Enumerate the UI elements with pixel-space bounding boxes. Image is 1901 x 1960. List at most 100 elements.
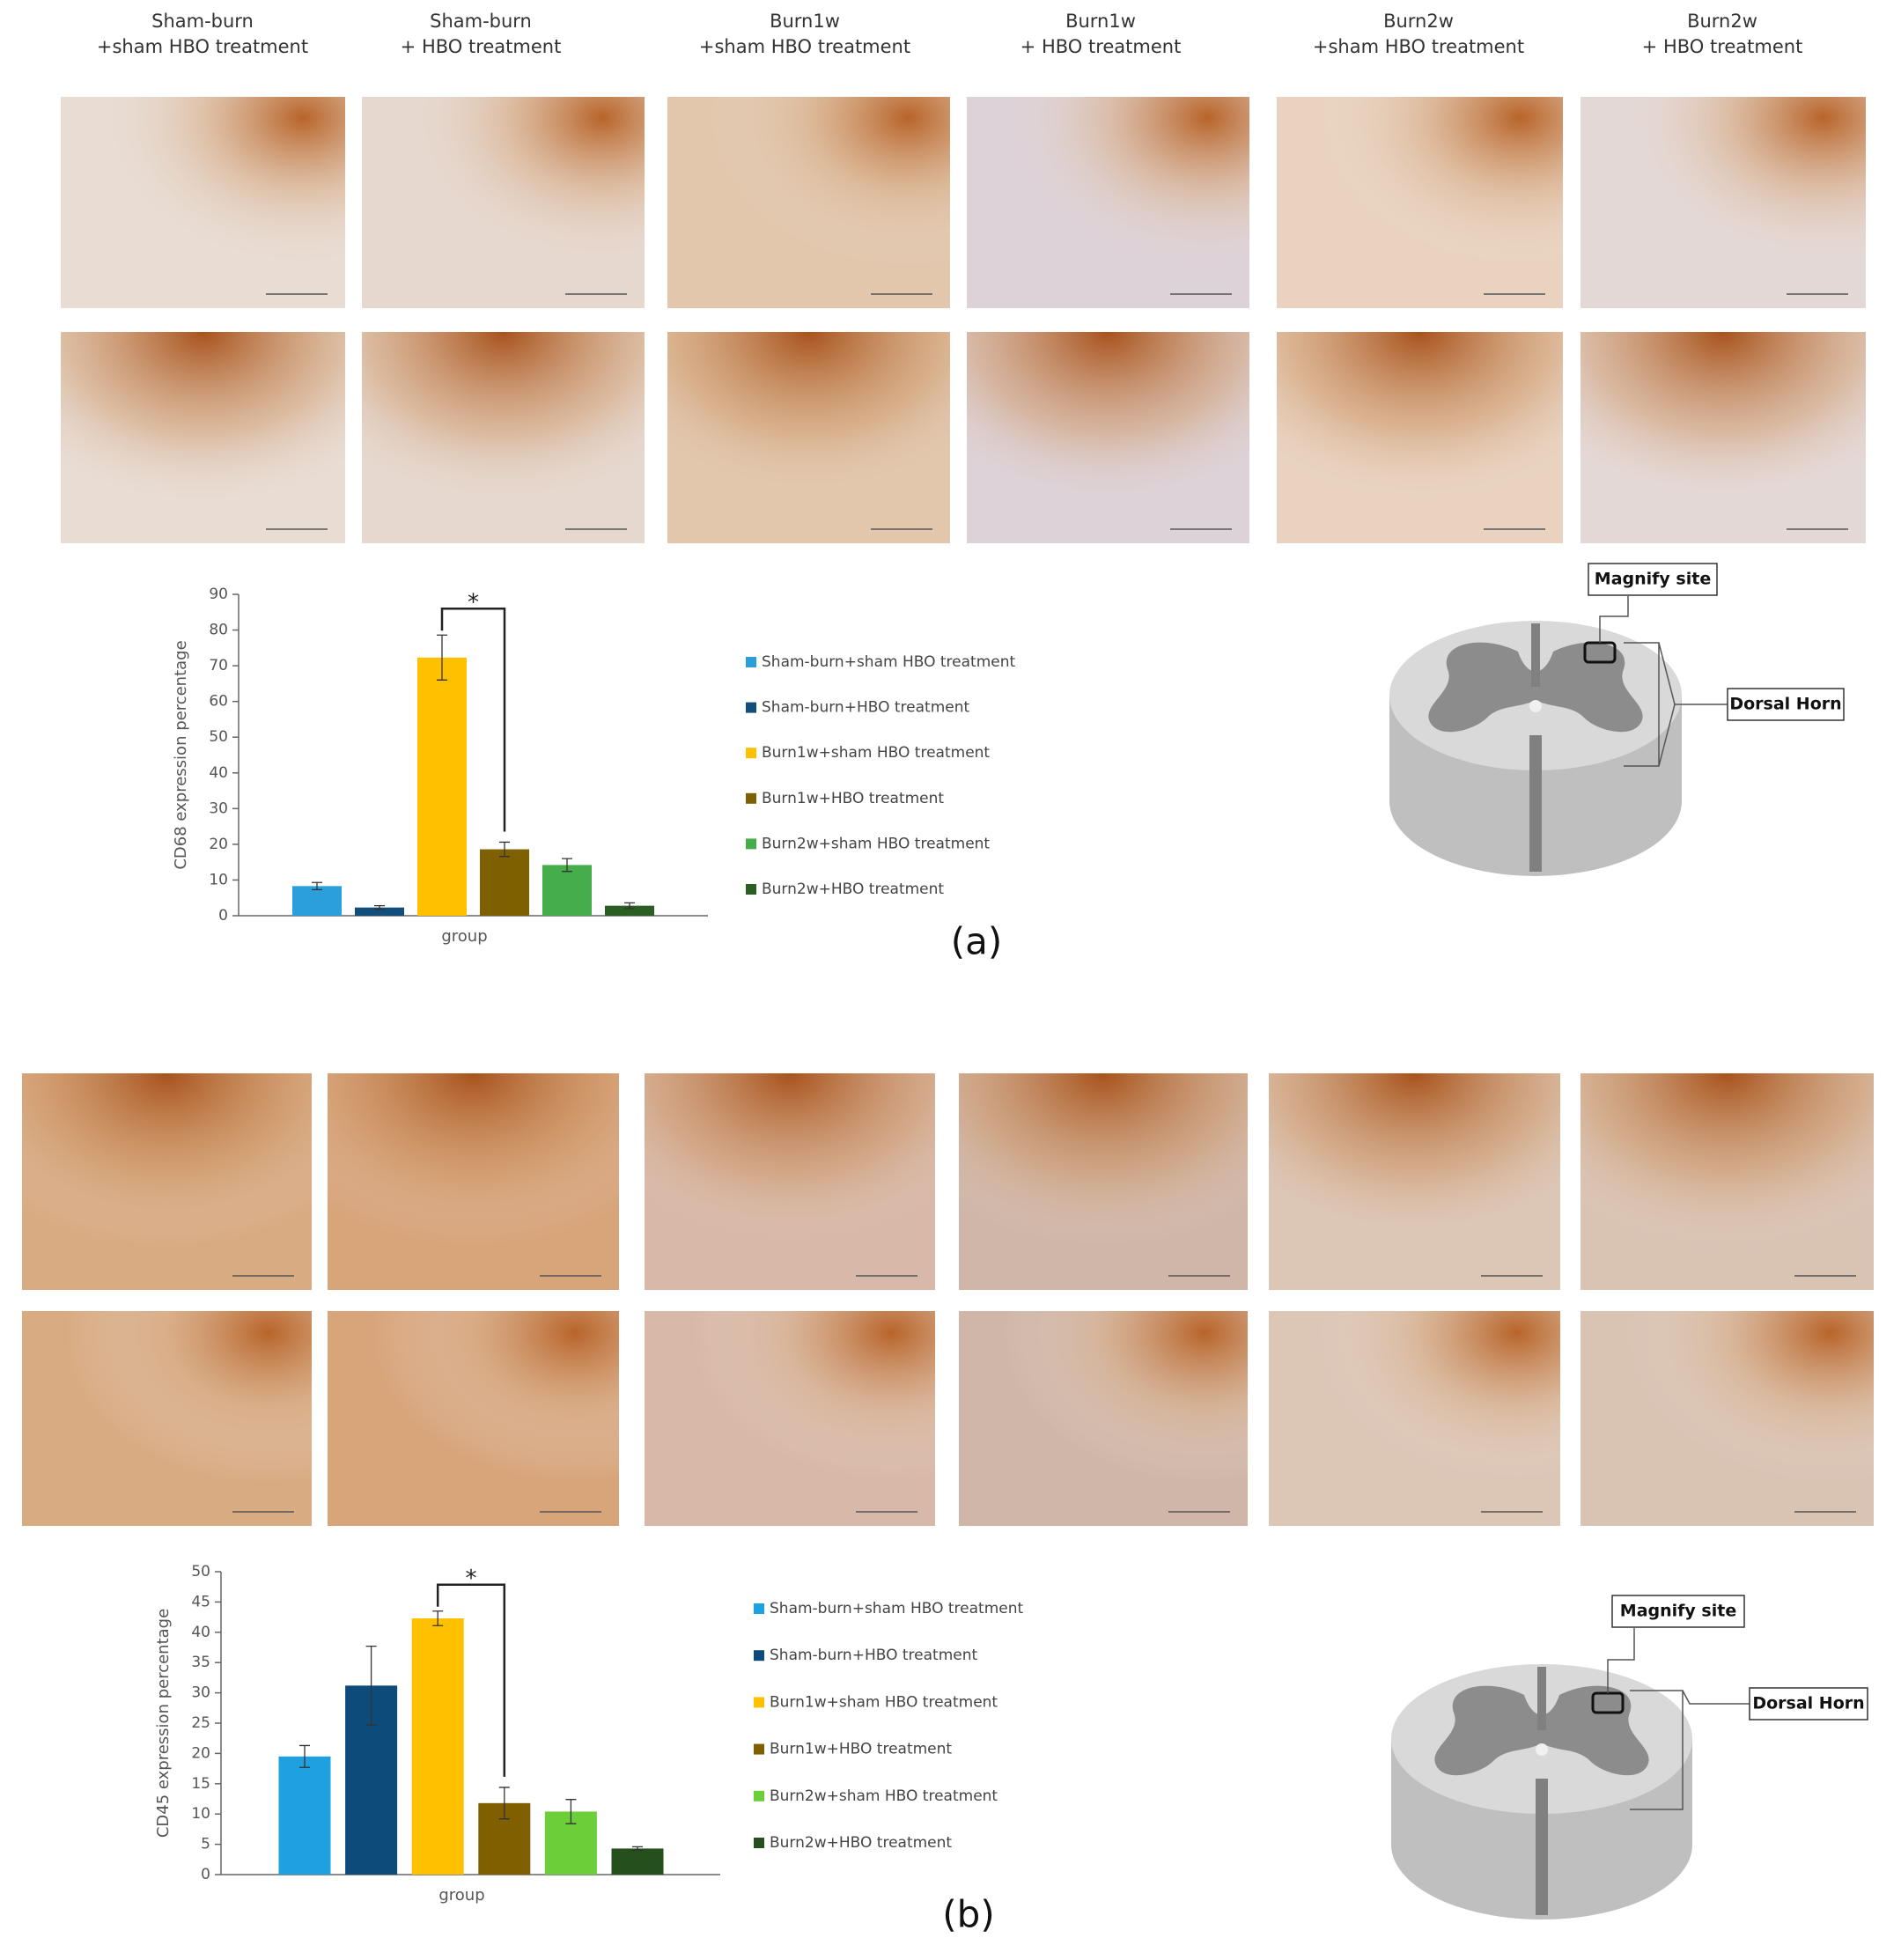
legend-swatch [754, 1697, 764, 1708]
region-label: Dorsal Horn [1752, 1694, 1864, 1713]
y-axis-title: CD45 expression percentage [154, 1609, 173, 1838]
stain-overlay [22, 1073, 312, 1290]
y-tick-label: 70 [209, 657, 228, 674]
legend-swatch [754, 1838, 764, 1848]
bar [292, 886, 342, 916]
legend-label: Burn2w+sham HBO treatment [770, 1787, 998, 1805]
magnify-label: Magnify site [1620, 1602, 1736, 1621]
canal [1529, 700, 1542, 712]
spinal-cord-diagram: Magnify site Dorsal Horn [1391, 1595, 1868, 1919]
error-bar [374, 904, 385, 910]
legend-swatch [746, 748, 756, 759]
y-tick-label: 40 [209, 764, 228, 782]
stain-overlay [959, 1073, 1248, 1290]
error-bar [312, 881, 322, 891]
y-tick-label: 5 [201, 1836, 210, 1853]
leader [1599, 596, 1629, 643]
legend-swatch [746, 884, 756, 895]
y-tick-label: 90 [209, 586, 228, 603]
stain-overlay [959, 1311, 1248, 1526]
magnify-label: Magnify site [1595, 570, 1711, 589]
y-tick-label: 0 [201, 1866, 210, 1883]
y-tick-label: 20 [191, 1744, 210, 1762]
y-tick-label: 10 [191, 1805, 210, 1823]
y-tick-label: 25 [191, 1714, 210, 1732]
fissure [1531, 623, 1540, 687]
y-tick-label: 15 [191, 1775, 210, 1793]
bar [480, 849, 529, 916]
stain-overlay [61, 97, 345, 308]
error-bar [365, 1645, 377, 1726]
error-bar [498, 1787, 510, 1820]
legend-label: Burn1w+sham HBO treatment [770, 1693, 998, 1711]
x-axis-title: group [441, 927, 487, 946]
bar [611, 1848, 664, 1875]
significance-label: * [466, 1566, 477, 1592]
y-tick-label: 30 [191, 1684, 210, 1702]
significance-label: * [468, 590, 479, 616]
panel-label: (b) [942, 1893, 994, 1936]
bar [605, 905, 654, 916]
fissure [1536, 1779, 1548, 1915]
legend-label: Burn1w+HBO treatment [770, 1741, 952, 1758]
error-bar [565, 1799, 577, 1824]
label-box [1588, 563, 1718, 596]
legend-label: Burn2w+HBO treatment [762, 881, 944, 898]
y-tick-label: 50 [191, 1563, 210, 1581]
micrographs [22, 97, 1874, 1526]
bar [411, 1617, 464, 1875]
stain-overlay [1580, 332, 1866, 543]
leader [1607, 1628, 1635, 1693]
legend-swatch [754, 1603, 764, 1614]
legend-label: Sham-burn+HBO treatment [770, 1647, 978, 1664]
grey-matter [1428, 642, 1643, 733]
legend-label: Burn2w+HBO treatment [770, 1834, 952, 1852]
x-axis-title: group [438, 1886, 484, 1905]
stain-overlay [328, 1311, 619, 1526]
column-header: + HBO treatment [401, 36, 562, 57]
error-bar [432, 1610, 444, 1626]
y-tick-label: 80 [209, 622, 228, 639]
stain-overlay [967, 332, 1249, 543]
legend-swatch [754, 1650, 764, 1662]
column-header: +sham HBO treatment [1313, 36, 1524, 57]
column-header: + HBO treatment [1642, 36, 1803, 57]
significance-bracket [440, 607, 506, 832]
y-tick-label: 45 [191, 1593, 210, 1610]
legend-label: Sham-burn+sham HBO treatment [762, 653, 1016, 671]
column-header: Sham-burn [151, 11, 254, 32]
error-bar [632, 1846, 643, 1852]
legend-swatch [746, 792, 756, 804]
error-bar [299, 1744, 310, 1768]
canal [1536, 1743, 1548, 1756]
legend-label: Burn1w+HBO treatment [762, 790, 944, 807]
column-header: Burn1w [770, 11, 840, 32]
column-headers: Sham-burn +sham HBO treatment Sham-burn + H… [97, 11, 1802, 57]
leader [1630, 1690, 1750, 1810]
error-bar [499, 841, 510, 858]
bar [355, 907, 404, 916]
legend-label: Burn2w+sham HBO treatment [762, 835, 990, 852]
stain-overlay [362, 332, 645, 543]
legend-label: Sham-burn+sham HBO treatment [770, 1600, 1024, 1617]
stain-overlay [61, 332, 345, 543]
stain-overlay [667, 97, 950, 308]
fissure [1537, 1667, 1546, 1730]
legend-label: Burn1w+sham HBO treatment [762, 744, 990, 762]
y-tick-label: 30 [209, 799, 228, 817]
stain-overlay [362, 97, 645, 308]
bar [542, 865, 592, 916]
y-tick-label: 40 [191, 1624, 210, 1641]
spinal-cord-diagram: Magnify site Dorsal Horn [1389, 563, 1845, 876]
legend-swatch [746, 702, 756, 713]
legend-label: Sham-burn+HBO treatment [762, 699, 970, 717]
stain-overlay [1269, 1311, 1560, 1526]
stain-overlay [1269, 1073, 1560, 1290]
y-tick-label: 10 [209, 871, 228, 888]
bar [278, 1756, 331, 1875]
y-tick-label: 35 [191, 1654, 210, 1671]
y-tick-label: 50 [209, 728, 228, 746]
significance-bracket [436, 1583, 506, 1777]
column-header: +sham HBO treatment [97, 36, 308, 57]
label-box [1727, 688, 1845, 721]
